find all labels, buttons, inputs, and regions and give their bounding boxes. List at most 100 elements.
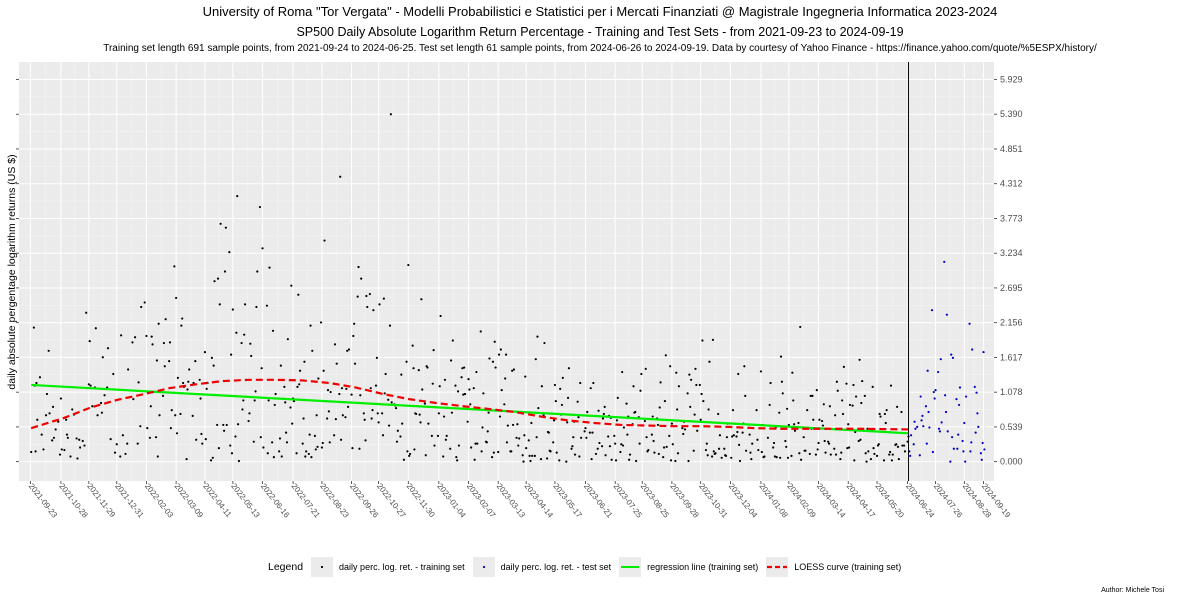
training-point [473,458,476,461]
training-point [210,356,214,359]
training-point [203,350,207,354]
training-point [822,403,825,406]
test-point [981,441,984,445]
training-point [554,399,557,403]
test-point [937,370,940,374]
training-point [395,440,399,443]
training-point [119,455,122,458]
training-point [368,292,371,296]
y-tick-label: 2.695 [1000,283,1023,293]
training-point [871,385,874,388]
training-point [38,376,42,379]
training-point [334,418,337,421]
training-point [763,455,766,458]
training-point [490,456,494,459]
training-point [241,408,244,411]
training-point [47,349,50,352]
training-point [714,452,717,455]
training-point [664,354,667,357]
training-point [634,410,637,414]
training-point [381,412,384,415]
training-point [182,381,185,385]
x-tick-label: 2024-03-14 [815,482,848,520]
training-point [400,373,403,376]
y-tick-label: 4.851 [1000,144,1023,154]
training-point [69,455,72,458]
training-point [748,433,751,436]
training-point [559,387,562,390]
training-point [757,448,760,452]
training-point [503,403,506,406]
training-point [531,454,534,457]
training-point [565,460,568,463]
training-point [751,442,754,445]
training-point [158,414,161,417]
training-point [738,459,742,463]
training-point [71,408,74,411]
training-point [833,447,836,450]
training-point [683,428,687,431]
training-point [702,399,705,403]
training-point [339,438,343,441]
training-point [424,454,427,457]
training-point [889,450,892,454]
training-point [620,443,623,446]
training-point [594,452,598,456]
training-point [402,458,406,461]
training-point [44,414,48,417]
training-point [164,318,167,321]
x-tick-label: 2023-12-04 [727,482,760,520]
training-point [717,447,721,450]
training-point [615,419,619,422]
training-point [388,324,392,327]
training-point [311,349,314,352]
training-point [42,448,45,451]
test-point [930,309,934,312]
training-point [462,393,465,396]
training-point [205,387,208,390]
training-point [40,433,43,436]
training-point [780,380,783,383]
training-point [418,413,421,416]
training-point [808,452,811,456]
training-point [616,396,619,399]
training-point [132,398,135,401]
training-point [848,446,851,449]
training-point [310,456,313,459]
test-point [975,391,978,394]
training-point [700,392,703,396]
training-point [566,396,570,399]
training-point [236,423,240,426]
training-point [48,412,51,415]
training-point [710,455,714,458]
y-tick-label: 3.234 [1000,248,1023,258]
y-axis-label: daily absolute pergentage logarithm retu… [6,154,18,390]
training-point [394,407,398,410]
training-point [156,455,159,458]
training-point [65,433,69,436]
training-point [359,394,362,397]
training-point [475,370,478,374]
training-point [674,459,677,463]
test-point [964,460,967,463]
training-point [317,377,320,380]
training-point [650,433,653,436]
test-point [920,419,923,422]
training-point [852,383,855,387]
training-point [291,422,294,425]
training-point [553,383,557,387]
training-point [499,348,502,351]
test-point [964,395,968,398]
training-point [176,376,179,379]
training-point [328,441,331,444]
training-point [766,436,770,439]
training-point [875,454,879,457]
training-point [809,394,812,398]
test-point [931,450,934,454]
training-point [723,447,726,450]
training-point [628,458,631,461]
test-point [914,427,917,430]
training-point [83,444,86,447]
legend-label-training: daily perc. log. ret. - training set [339,562,465,572]
